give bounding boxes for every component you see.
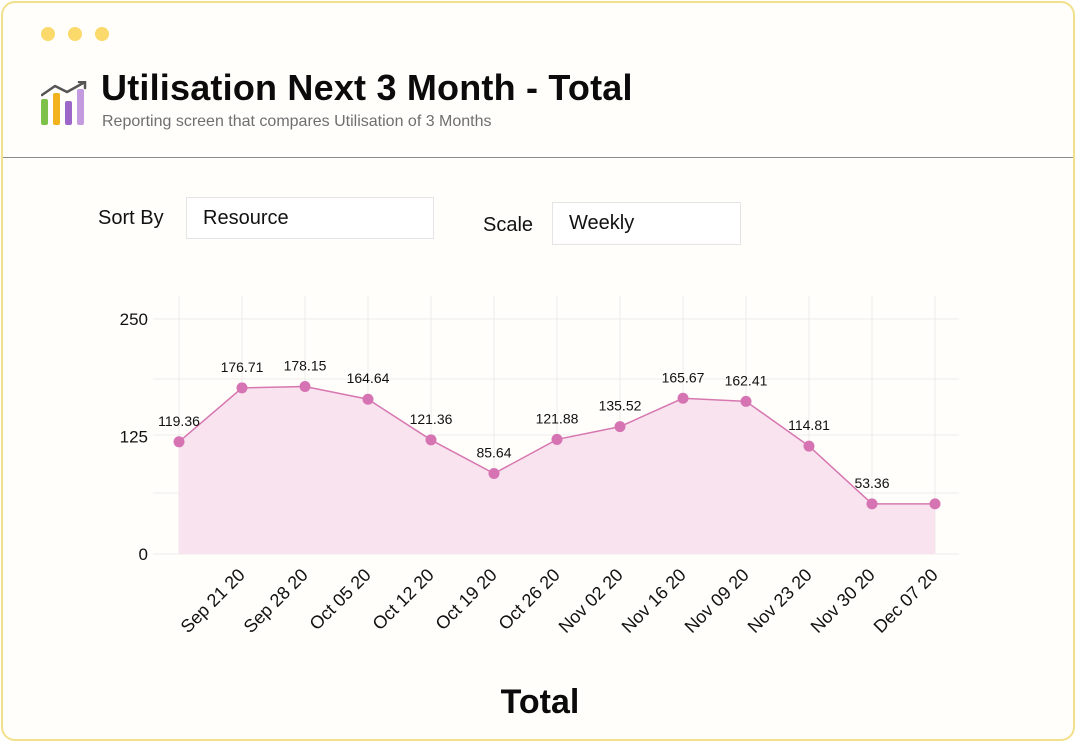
data-point <box>740 395 752 407</box>
data-label: 114.81 <box>788 417 830 433</box>
data-point <box>551 433 563 445</box>
data-point <box>488 467 500 479</box>
utilisation-chart: 250 125 0 119.36 176.71 178.15 164.64 121.36 85.… <box>120 296 959 637</box>
data-label: 178.15 <box>284 358 327 374</box>
data-point <box>425 434 437 446</box>
data-point <box>236 382 248 394</box>
y-tick-label: 250 <box>120 310 148 329</box>
data-label: 176.71 <box>221 359 264 375</box>
data-point <box>614 421 626 433</box>
minimize-window-dot[interactable] <box>68 27 82 41</box>
scale-label: Scale <box>483 214 534 236</box>
page-title: Utilisation Next 3 Month - Total <box>101 67 633 108</box>
x-tick-label: Nov 30 20 <box>807 565 879 637</box>
data-label: 53.36 <box>854 475 889 491</box>
maximize-window-dot[interactable] <box>95 27 109 41</box>
data-label: 165.67 <box>662 369 705 385</box>
y-tick-label: 0 <box>139 545 148 564</box>
data-point <box>173 436 185 448</box>
x-tick-label: Oct 12 20 <box>368 565 437 634</box>
x-tick-label: Nov 23 20 <box>744 565 816 637</box>
x-tick-label: Nov 09 20 <box>681 565 753 637</box>
chart-title: Total <box>500 683 580 721</box>
data-label: 135.52 <box>599 398 642 414</box>
data-point <box>929 498 941 510</box>
sort-by-select[interactable]: Resource <box>186 197 434 239</box>
header-divider <box>3 157 1073 158</box>
data-label: 119.36 <box>158 413 200 429</box>
data-point <box>803 440 815 452</box>
data-point <box>677 392 689 404</box>
area-fill <box>179 386 935 554</box>
x-tick-label: Oct 19 20 <box>431 565 500 634</box>
data-label: 164.64 <box>347 370 390 386</box>
x-tick-label: Sep 21 20 <box>177 565 249 637</box>
x-tick-label: Oct 05 20 <box>305 565 374 634</box>
x-tick-label: Sep 28 20 <box>240 565 312 637</box>
bar-chart-trend-icon <box>41 81 87 125</box>
data-label: 121.36 <box>410 411 453 427</box>
window-controls <box>41 27 109 41</box>
data-label: 85.64 <box>476 444 511 460</box>
y-tick-label: 125 <box>120 428 148 447</box>
data-label: 162.41 <box>725 372 768 388</box>
data-point <box>299 381 311 393</box>
scale-select[interactable]: Weekly <box>552 202 741 245</box>
data-point <box>866 498 878 510</box>
data-point <box>362 393 374 405</box>
page-subtitle: Reporting screen that compares Utilisati… <box>102 113 492 130</box>
x-tick-label: Oct 26 20 <box>494 565 563 634</box>
x-tick-label: Dec 07 20 <box>870 565 942 637</box>
x-tick-label: Nov 02 20 <box>555 565 627 637</box>
x-tick-label: Nov 16 20 <box>618 565 690 637</box>
data-label: 121.88 <box>536 410 579 426</box>
sort-by-label: Sort By <box>98 207 164 229</box>
close-window-dot[interactable] <box>41 27 55 41</box>
